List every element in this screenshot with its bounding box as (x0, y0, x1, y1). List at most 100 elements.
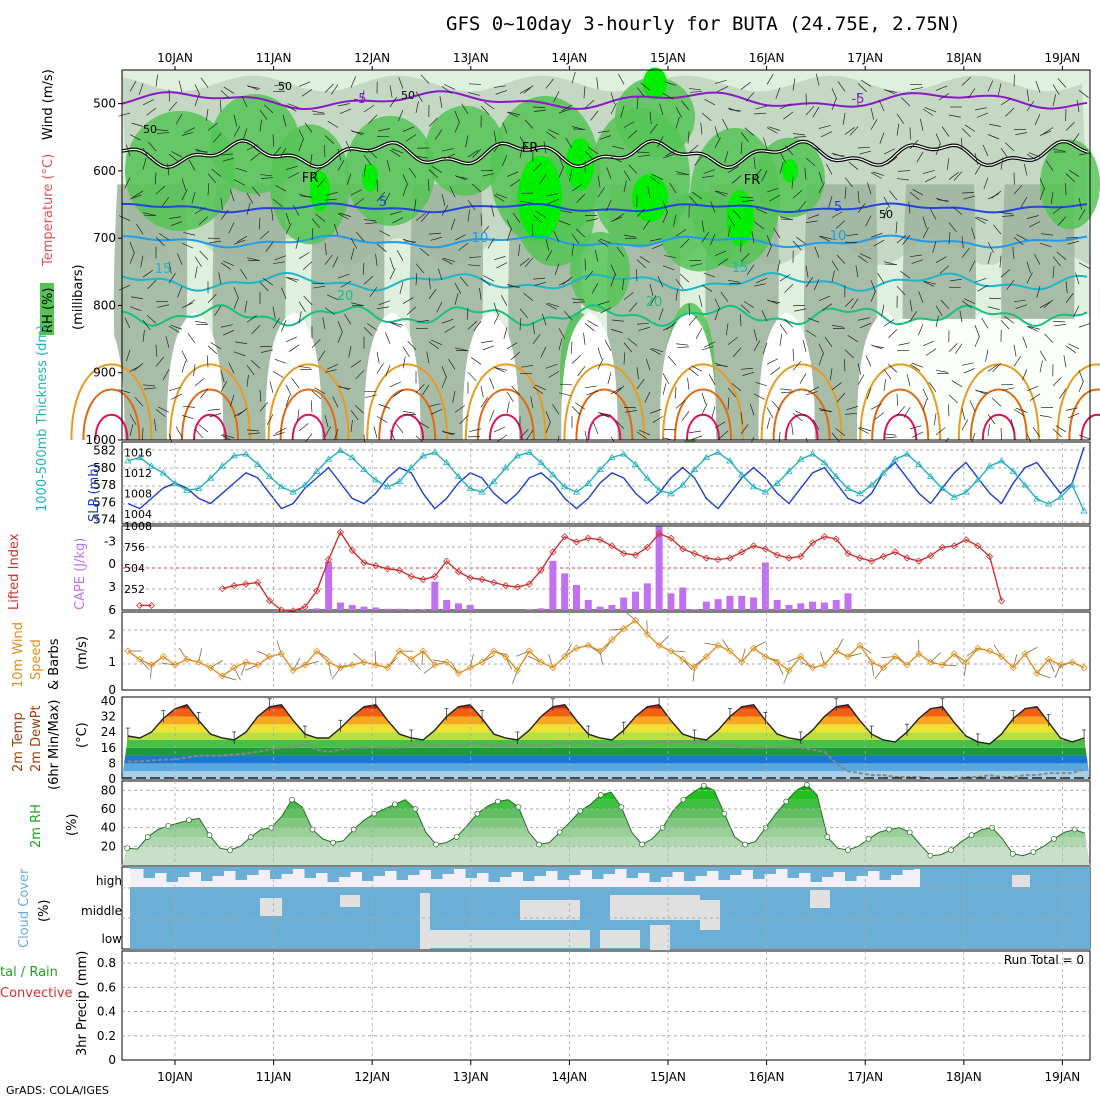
thickness-marker (289, 488, 297, 495)
wind-barb (703, 272, 716, 278)
wind-barb (831, 88, 838, 100)
wind-barb (350, 410, 359, 421)
top-date-label: 13JAN (453, 51, 489, 65)
wind-barb (363, 275, 374, 285)
wind-barb (572, 128, 586, 130)
wind-barb (1036, 286, 1041, 298)
wind-barb (368, 114, 378, 124)
wind-barb (777, 259, 781, 272)
wind-barb (168, 216, 181, 219)
wind-barb (246, 144, 258, 151)
li-marker (443, 557, 451, 565)
thickness-marker (785, 467, 793, 474)
wind-barb (363, 154, 372, 165)
wind-barb (489, 410, 495, 422)
high-cloud-cell (707, 869, 719, 871)
wind-barb (389, 257, 395, 270)
rh-band (122, 827, 1090, 837)
wind-barb (847, 335, 859, 343)
cape-bar (419, 609, 427, 610)
wind-barb (821, 131, 833, 138)
wind-barb (901, 97, 911, 107)
rh-marker (309, 826, 316, 833)
wind-barb (1026, 215, 1039, 219)
wind-barb (538, 174, 547, 185)
wind-barb (181, 178, 187, 191)
wind-barb (618, 73, 625, 85)
wind-barb (484, 101, 495, 110)
wind-barb (405, 134, 417, 142)
wind-barb (220, 153, 233, 156)
wind-barb (755, 277, 768, 284)
slp-line (127, 446, 1085, 510)
wind-barb (467, 199, 476, 211)
rh-gray-column (606, 184, 681, 440)
pressure-tick-label: 700 (93, 231, 116, 245)
wind-barb (417, 319, 430, 323)
wind-barb (610, 216, 623, 222)
wind-barb (831, 432, 840, 443)
li-marker (147, 601, 156, 609)
high-cloud-cell (339, 869, 351, 877)
temp-tick-label: 0 (108, 772, 116, 786)
wind-barb (1026, 153, 1038, 161)
wind-barb (272, 261, 285, 265)
wind-barb (753, 283, 766, 287)
wind-barb (459, 415, 469, 425)
wind-barb (977, 284, 989, 292)
wind-barb (805, 277, 814, 288)
wind-barb (301, 89, 313, 97)
wind-barb (909, 299, 913, 312)
wind-barb (346, 173, 352, 186)
wind-barb (413, 199, 417, 212)
rh-marker (144, 834, 151, 840)
wind-barb (1026, 385, 1039, 392)
wind-barb (420, 212, 430, 222)
wind-barb (259, 389, 262, 402)
wind-barb (1021, 369, 1028, 381)
wind-barb (420, 74, 430, 84)
wind-barb (168, 261, 172, 274)
thickness-marker (690, 465, 699, 473)
li-marker (832, 535, 840, 543)
wind-barb (571, 243, 575, 256)
wind-barb (288, 344, 300, 352)
wind-barb (501, 154, 508, 167)
rh-marker (206, 832, 213, 838)
high-cloud-cell (373, 869, 385, 876)
wind-barb (207, 345, 218, 355)
wind-barb (805, 157, 816, 167)
wind-barb (727, 166, 739, 173)
wind-barb (344, 313, 352, 325)
rh-marker (453, 834, 460, 840)
wind-barb (209, 413, 222, 418)
wind-barb (228, 362, 235, 374)
wind-barb (545, 363, 558, 369)
wind-speed-marker (690, 664, 699, 672)
wind-barb (755, 105, 768, 110)
wind-speed-marker (360, 658, 368, 666)
wind-barb (590, 110, 599, 121)
wind-barb (194, 94, 200, 107)
high-cloud-cell (143, 869, 155, 878)
slp-tick-label: 1012 (124, 467, 152, 480)
high-cloud-cell (316, 869, 328, 873)
wind-barb (586, 218, 599, 222)
wind-barb (725, 323, 729, 336)
thickness-marker (560, 483, 569, 490)
wind-speed-marker (726, 647, 734, 655)
temp-ylabel-2: 2m DewPt (29, 705, 44, 772)
wind-barb (909, 139, 919, 150)
wind-barb (857, 363, 862, 376)
thickness-marker (277, 483, 286, 490)
wind-barb (674, 386, 677, 399)
wind-barb (489, 377, 495, 389)
cape-bar (632, 591, 640, 610)
wind-barb (281, 320, 287, 332)
cloud-gap-cell (430, 930, 590, 948)
wind-barb (857, 374, 865, 386)
high-cloud-cell (626, 869, 638, 878)
cape-tick-label: 252 (124, 583, 145, 596)
wind-barb (1000, 269, 1011, 278)
wind-barb (792, 361, 802, 371)
